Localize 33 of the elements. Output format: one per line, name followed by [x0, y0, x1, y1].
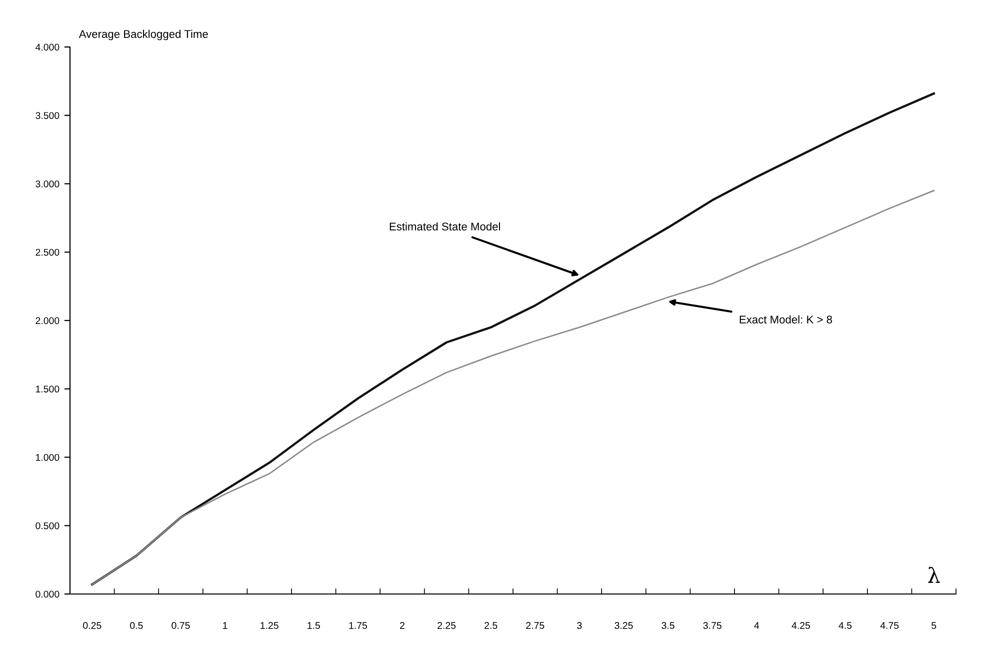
y-tick-label: 3.000 [36, 180, 60, 188]
x-tick-label: 3.75 [703, 622, 722, 629]
x-tick-label: 1 [223, 622, 228, 629]
x-tick-label: 4.25 [792, 622, 810, 629]
x-tick-label: 0.75 [172, 622, 190, 629]
x-tick-label: 2.5 [484, 622, 498, 629]
x-tick-label: 3 [577, 622, 582, 629]
x-axis-title: λ [928, 566, 940, 583]
y-tick-label: 0.000 [36, 590, 60, 598]
annotation: Estimated State Model [390, 222, 500, 230]
x-tick-label: 0.25 [83, 622, 102, 629]
y-tick-label: 4.000 [35, 44, 60, 51]
x-tick-label: 4.75 [880, 622, 899, 629]
y-tick-label: 1.500 [36, 386, 60, 392]
x-tick-label: 4 [754, 622, 760, 629]
x-tick-label: 3.25 [614, 622, 633, 629]
x-tick-label: 5 [932, 622, 936, 629]
x-tick-label: 3.5 [662, 622, 674, 629]
y-tick-label: 3.500 [36, 112, 60, 119]
y-tick-label: 2.000 [36, 317, 60, 324]
x-tick-label: 2 [400, 622, 404, 629]
x-tick-label: 4.5 [838, 622, 852, 629]
y-axis-title: Average Backlogged Time [78, 30, 208, 40]
annotation: Exact Model: K > 8 [740, 315, 832, 324]
y-tick-label: 2.500 [36, 248, 60, 256]
x-tick-label: 1.75 [349, 622, 368, 629]
x-tick-label: 2.75 [526, 622, 544, 629]
x-tick-label: 0.5 [130, 622, 143, 629]
x-tick-label: 1.5 [308, 622, 320, 629]
y-tick-label: 0.500 [36, 522, 60, 530]
x-tick-label: 1.25 [260, 622, 278, 629]
y-tick-label: 1.000 [36, 454, 60, 461]
x-tick-label: 2.25 [438, 622, 456, 629]
